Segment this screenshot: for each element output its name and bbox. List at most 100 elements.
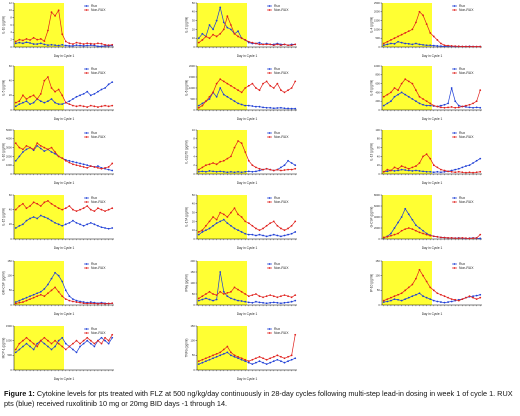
- y-tick-label: 150: [190, 324, 195, 328]
- data-point: [197, 170, 200, 173]
- data-point: [422, 274, 424, 277]
- data-point: [230, 24, 232, 26]
- data-point: [468, 45, 471, 48]
- data-point: [79, 165, 81, 167]
- data-point: [382, 42, 385, 45]
- y-tick-label: 4000: [374, 215, 380, 219]
- data-point: [39, 42, 42, 45]
- data-point: [86, 223, 89, 226]
- data-point: [269, 234, 272, 237]
- data-point: [86, 42, 89, 45]
- data-point: [50, 342, 53, 345]
- data-point: [201, 32, 204, 35]
- data-point: [215, 35, 218, 38]
- data-point: [75, 301, 78, 303]
- data-point: [244, 220, 247, 223]
- data-point: [104, 210, 106, 213]
- data-point: [89, 208, 92, 211]
- data-point: [276, 358, 279, 361]
- data-point: [415, 224, 417, 227]
- data-point: [404, 42, 407, 45]
- chart-panel: 0 10 20 30 40 50 IL-2 (pg/ml) Day in Cycle 1 Rux…: [185, 1, 297, 58]
- data-point: [415, 169, 417, 172]
- chart-panel: 0 500 1000 1500 2000 IL-6 (pg/ml) Day in Cycle…: [185, 64, 297, 121]
- series-line: [383, 269, 481, 301]
- x-axis-label: Day in Cycle 1: [54, 246, 75, 250]
- data-point: [47, 29, 49, 32]
- data-point: [86, 164, 89, 167]
- data-point: [111, 169, 114, 172]
- data-point: [14, 40, 17, 43]
- data-point: [280, 302, 282, 305]
- y-axis-label: GM-CSF (pg/ml): [2, 271, 6, 294]
- data-point: [436, 45, 439, 47]
- data-point: [215, 222, 218, 225]
- data-point: [404, 289, 407, 292]
- y-tick-label: 4: [193, 154, 195, 158]
- data-point: [222, 290, 225, 293]
- data-point: [111, 336, 114, 339]
- data-point: [251, 170, 254, 173]
- data-point: [440, 236, 442, 239]
- data-point: [390, 42, 392, 45]
- data-point: [258, 233, 261, 236]
- series-line: [15, 9, 113, 46]
- data-point: [215, 170, 218, 173]
- data-point: [68, 299, 71, 302]
- data-point: [54, 90, 56, 93]
- y-tick-label: 1000: [189, 86, 195, 90]
- data-point: [54, 151, 56, 153]
- data-point: [457, 237, 460, 240]
- legend-marker: [268, 267, 271, 269]
- data-point: [197, 106, 200, 109]
- data-point: [255, 357, 257, 360]
- data-point: [255, 105, 257, 108]
- data-point: [244, 300, 247, 303]
- data-point: [472, 106, 474, 109]
- y-tick-label: 0: [378, 303, 380, 307]
- data-point: [258, 41, 261, 44]
- data-point: [258, 167, 261, 170]
- data-point: [18, 301, 21, 304]
- data-point: [61, 103, 64, 106]
- data-point: [240, 358, 243, 361]
- data-point: [208, 37, 211, 40]
- data-point: [18, 103, 21, 106]
- data-point: [415, 100, 417, 103]
- data-point: [461, 171, 464, 174]
- data-point: [215, 163, 218, 166]
- x-axis-label: Day in Cycle 1: [54, 312, 75, 316]
- data-point: [240, 357, 243, 360]
- data-point: [418, 10, 421, 13]
- data-point: [390, 234, 392, 237]
- data-point: [43, 40, 46, 43]
- data-point: [251, 294, 254, 296]
- data-point: [237, 213, 239, 216]
- data-point: [283, 357, 286, 360]
- data-point: [79, 42, 81, 45]
- data-point: [240, 300, 243, 302]
- data-point: [461, 166, 464, 169]
- data-point: [201, 39, 204, 41]
- data-point: [54, 221, 56, 224]
- data-point: [205, 224, 207, 227]
- y-tick-label: 10: [192, 228, 195, 232]
- legend-label: Non-RUX: [91, 331, 106, 335]
- chart-panel: 0 50 100 150 TNFα (pg/ml) Day in Cycle 1 RuxNo…: [185, 324, 297, 381]
- data-point: [404, 166, 407, 169]
- y-axis-label: IL-17A (pg/ml): [185, 207, 189, 227]
- data-point: [22, 94, 24, 97]
- legend-label: Rux: [91, 327, 97, 331]
- data-point: [244, 104, 247, 107]
- chart-panel: 0 2 4 6 8 10 IL-12p70 (pg/ml) Day in Cycle 1 Rux…: [185, 128, 297, 185]
- series-line: [15, 334, 113, 350]
- data-point: [107, 227, 110, 230]
- data-point: [422, 170, 424, 173]
- data-point: [82, 163, 85, 166]
- data-point: [432, 44, 435, 47]
- data-point: [280, 235, 282, 238]
- data-point: [89, 302, 92, 305]
- data-point: [212, 357, 214, 360]
- data-point: [205, 360, 207, 363]
- data-point: [97, 42, 99, 45]
